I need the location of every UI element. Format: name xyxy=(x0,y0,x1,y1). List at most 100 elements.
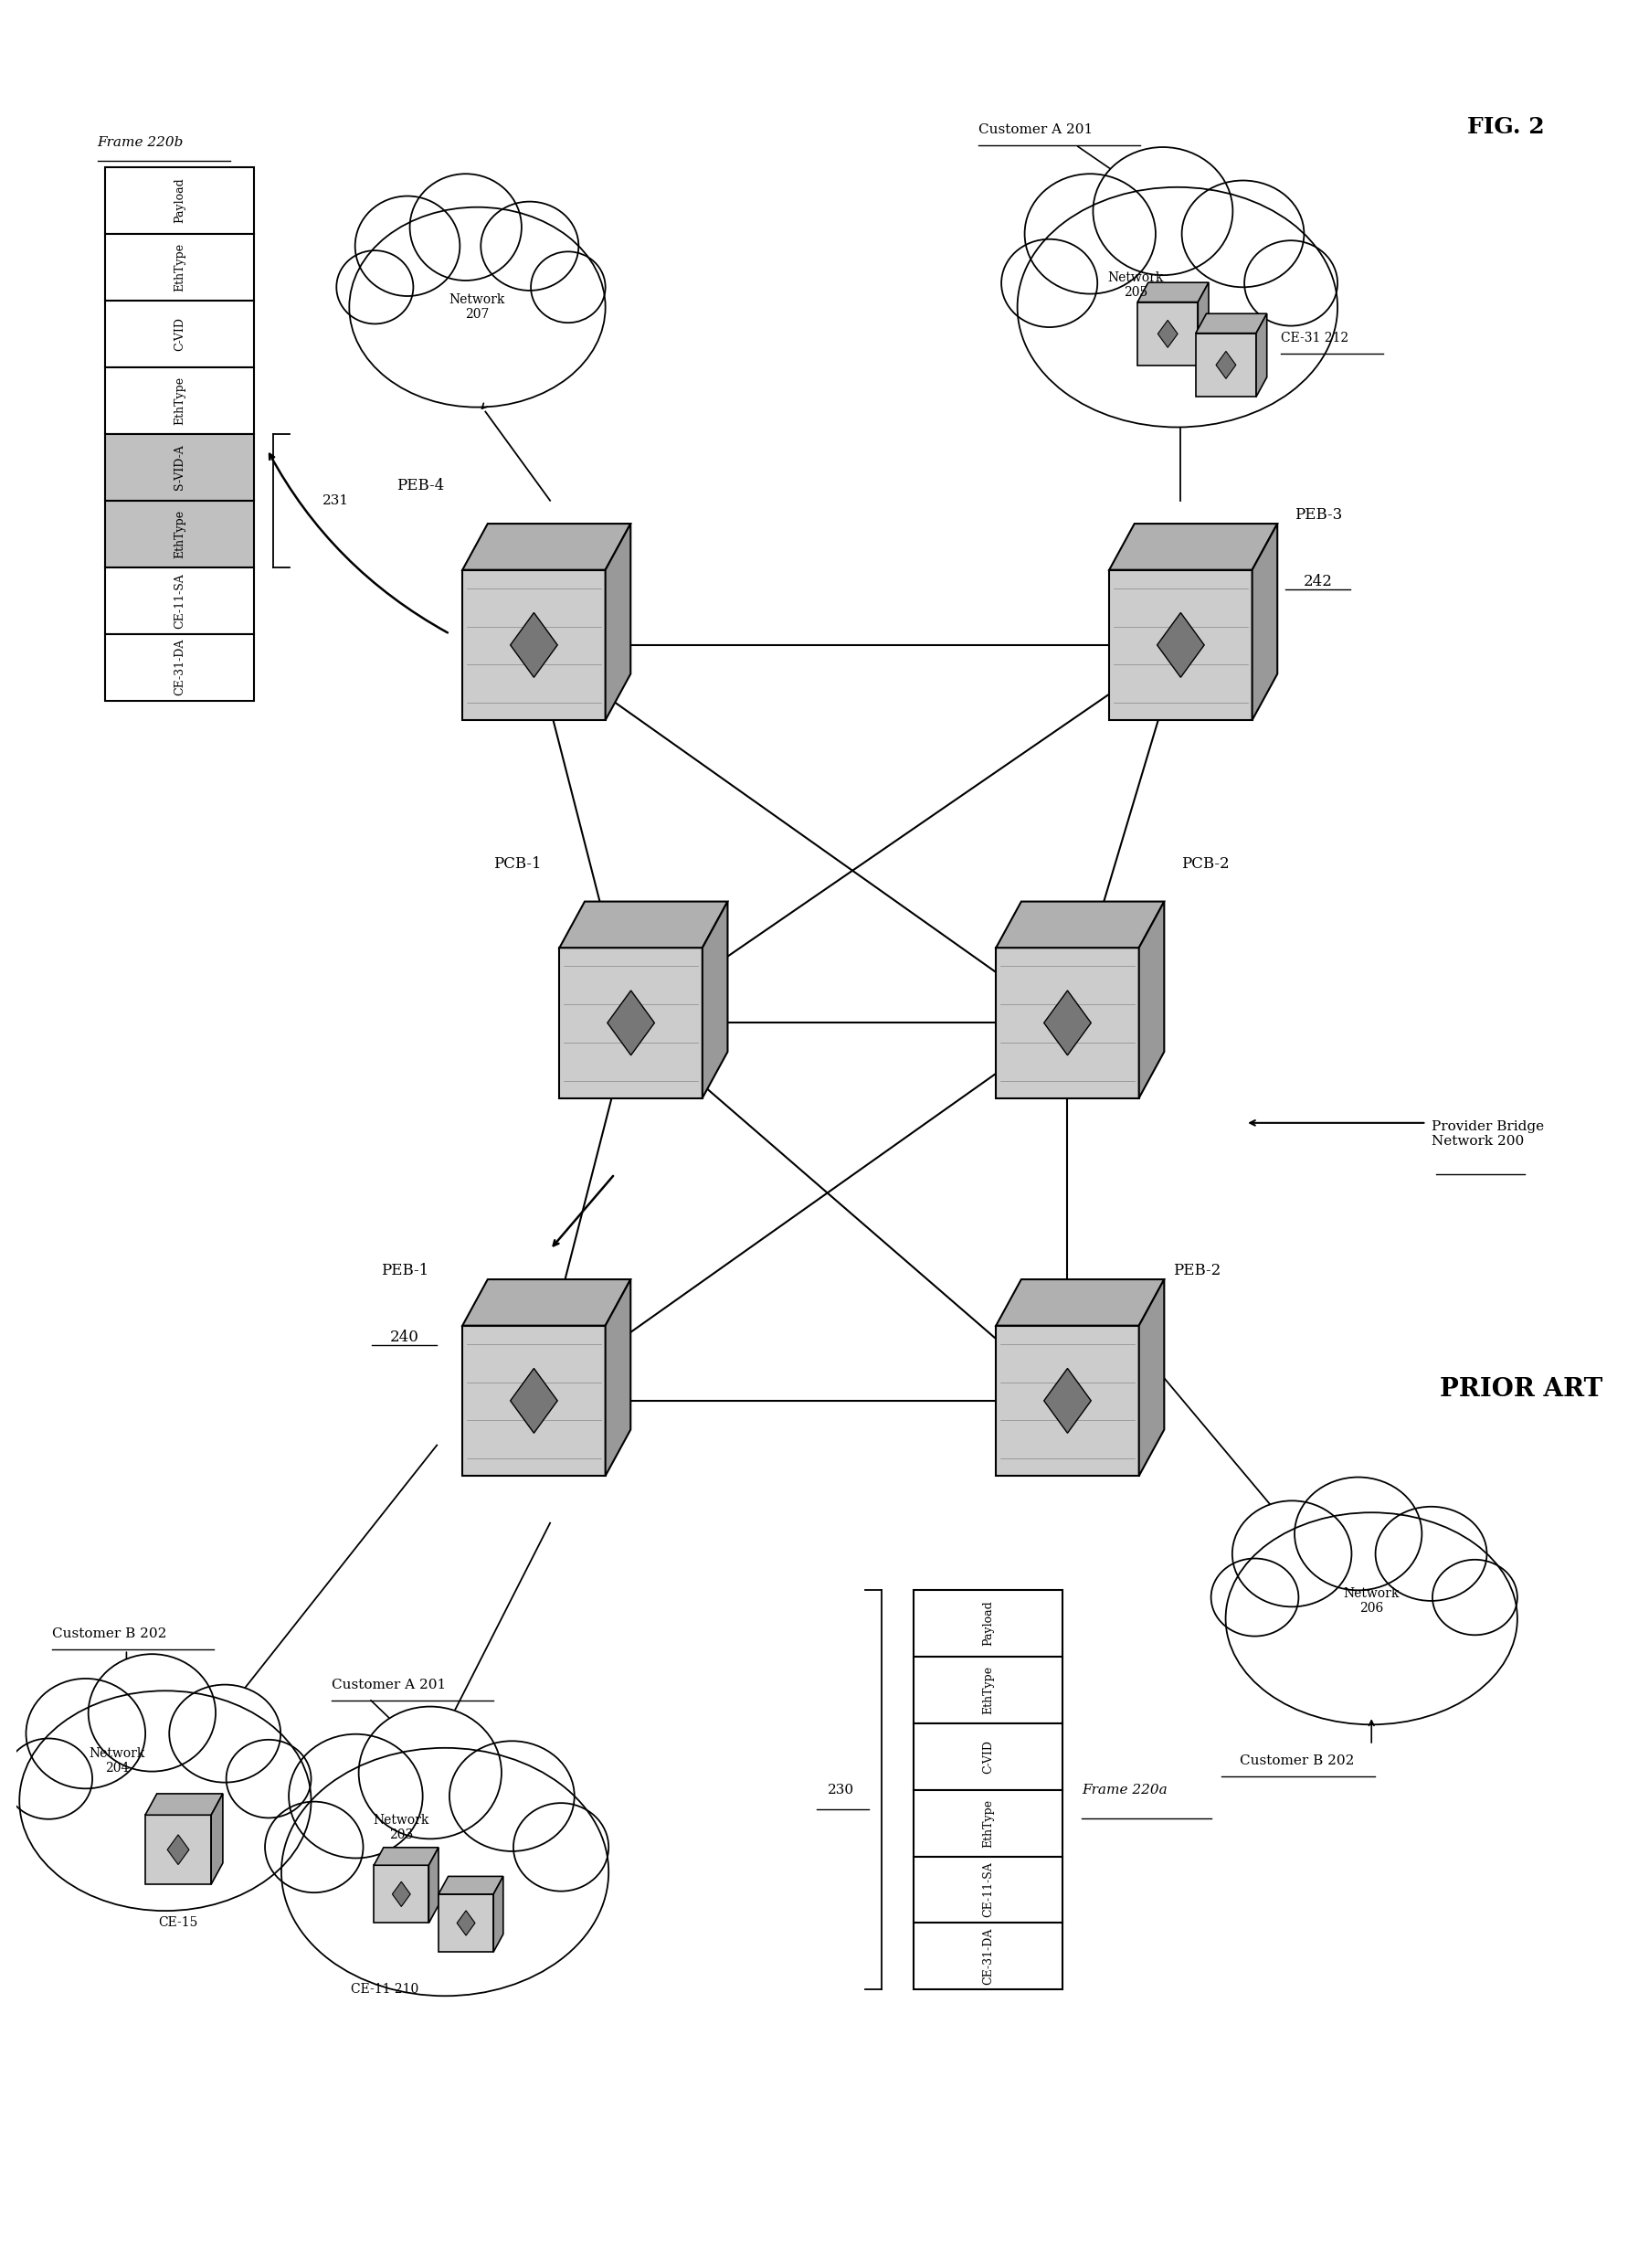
FancyBboxPatch shape xyxy=(914,1789,1062,1855)
Polygon shape xyxy=(1215,352,1235,379)
Text: PCB-2: PCB-2 xyxy=(1181,857,1229,871)
Ellipse shape xyxy=(1375,1506,1486,1601)
FancyBboxPatch shape xyxy=(462,1325,605,1476)
Text: Frame 220b: Frame 220b xyxy=(97,136,183,150)
Polygon shape xyxy=(1136,284,1209,302)
Text: Payload: Payload xyxy=(173,177,186,222)
Polygon shape xyxy=(1252,524,1276,721)
Ellipse shape xyxy=(282,1749,608,1996)
Polygon shape xyxy=(607,991,655,1055)
Polygon shape xyxy=(145,1794,223,1814)
Text: Payload: Payload xyxy=(981,1601,994,1647)
Ellipse shape xyxy=(1225,1513,1517,1724)
Polygon shape xyxy=(1156,612,1204,678)
Ellipse shape xyxy=(1001,238,1097,327)
FancyBboxPatch shape xyxy=(106,299,254,367)
Text: Customer B 202: Customer B 202 xyxy=(53,1628,167,1640)
Ellipse shape xyxy=(513,1803,608,1892)
Ellipse shape xyxy=(1232,1501,1351,1606)
Ellipse shape xyxy=(1243,240,1337,327)
Ellipse shape xyxy=(289,1735,422,1857)
Text: CE-11-SA: CE-11-SA xyxy=(981,1862,994,1916)
Polygon shape xyxy=(374,1848,439,1864)
Text: Network
206: Network 206 xyxy=(1342,1588,1398,1615)
Ellipse shape xyxy=(449,1742,574,1851)
Text: PEB-4: PEB-4 xyxy=(397,479,444,494)
Ellipse shape xyxy=(26,1678,145,1789)
Text: Customer A 201: Customer A 201 xyxy=(331,1678,445,1692)
Ellipse shape xyxy=(358,1706,501,1839)
FancyBboxPatch shape xyxy=(374,1864,429,1923)
Ellipse shape xyxy=(20,1690,312,1912)
Text: PRIOR ART: PRIOR ART xyxy=(1438,1377,1601,1402)
Polygon shape xyxy=(429,1848,439,1923)
Text: Network
205: Network 205 xyxy=(1106,272,1163,299)
Text: CE-31-DA: CE-31-DA xyxy=(173,640,186,696)
FancyBboxPatch shape xyxy=(1108,569,1252,721)
FancyBboxPatch shape xyxy=(106,635,254,701)
Polygon shape xyxy=(702,900,727,1098)
FancyBboxPatch shape xyxy=(106,567,254,635)
Polygon shape xyxy=(559,900,727,948)
FancyBboxPatch shape xyxy=(439,1894,493,1953)
Polygon shape xyxy=(1044,1368,1090,1433)
Ellipse shape xyxy=(531,252,605,322)
FancyBboxPatch shape xyxy=(914,1656,1062,1724)
Text: C-VID: C-VID xyxy=(173,318,186,352)
Polygon shape xyxy=(1044,991,1090,1055)
Text: EthType: EthType xyxy=(173,243,186,293)
Text: CE-15: CE-15 xyxy=(158,1916,198,1930)
Ellipse shape xyxy=(26,1721,305,1905)
Polygon shape xyxy=(1108,524,1276,569)
FancyBboxPatch shape xyxy=(106,234,254,302)
Text: 230: 230 xyxy=(828,1783,854,1796)
Text: 231: 231 xyxy=(322,494,348,508)
FancyBboxPatch shape xyxy=(914,1590,1062,1656)
Text: 242: 242 xyxy=(1303,574,1332,590)
Ellipse shape xyxy=(1232,1542,1510,1719)
Text: EthType: EthType xyxy=(173,510,186,558)
Text: CE-11 210: CE-11 210 xyxy=(351,1982,419,1996)
Polygon shape xyxy=(211,1794,223,1885)
Text: EthType: EthType xyxy=(981,1799,994,1848)
FancyBboxPatch shape xyxy=(106,501,254,567)
Text: PEB-3: PEB-3 xyxy=(1293,508,1341,524)
Text: CE-31-DA: CE-31-DA xyxy=(981,1928,994,1984)
Polygon shape xyxy=(493,1876,503,1953)
Ellipse shape xyxy=(1431,1560,1517,1635)
Ellipse shape xyxy=(480,202,579,290)
Text: PEB-2: PEB-2 xyxy=(1172,1263,1220,1279)
Ellipse shape xyxy=(170,1685,280,1783)
Text: Frame 220a: Frame 220a xyxy=(1082,1783,1167,1796)
FancyBboxPatch shape xyxy=(106,433,254,501)
Polygon shape xyxy=(510,1368,557,1433)
Text: S-VID-A: S-VID-A xyxy=(173,445,186,490)
Text: Network
203: Network 203 xyxy=(373,1814,429,1842)
FancyBboxPatch shape xyxy=(106,367,254,433)
Polygon shape xyxy=(996,1279,1164,1325)
Ellipse shape xyxy=(289,1783,600,1989)
Polygon shape xyxy=(1196,313,1266,333)
Polygon shape xyxy=(605,524,630,721)
FancyBboxPatch shape xyxy=(1136,302,1197,365)
Text: C-VID: C-VID xyxy=(981,1740,994,1774)
Polygon shape xyxy=(167,1835,190,1864)
Ellipse shape xyxy=(265,1801,363,1892)
FancyBboxPatch shape xyxy=(914,1855,1062,1923)
Ellipse shape xyxy=(226,1740,312,1819)
Ellipse shape xyxy=(5,1740,92,1819)
Polygon shape xyxy=(510,612,557,678)
FancyBboxPatch shape xyxy=(996,1325,1138,1476)
Ellipse shape xyxy=(1092,147,1232,274)
Ellipse shape xyxy=(350,206,605,408)
Text: 240: 240 xyxy=(389,1329,419,1345)
Text: Network
204: Network 204 xyxy=(89,1746,145,1774)
Text: CE-11-SA: CE-11-SA xyxy=(173,574,186,628)
FancyBboxPatch shape xyxy=(106,168,254,234)
Polygon shape xyxy=(996,900,1164,948)
Text: CE-31 212: CE-31 212 xyxy=(1280,331,1347,345)
Text: Network
207: Network 207 xyxy=(449,293,505,322)
Ellipse shape xyxy=(1017,188,1337,426)
Ellipse shape xyxy=(355,236,599,401)
FancyBboxPatch shape xyxy=(914,1923,1062,1989)
